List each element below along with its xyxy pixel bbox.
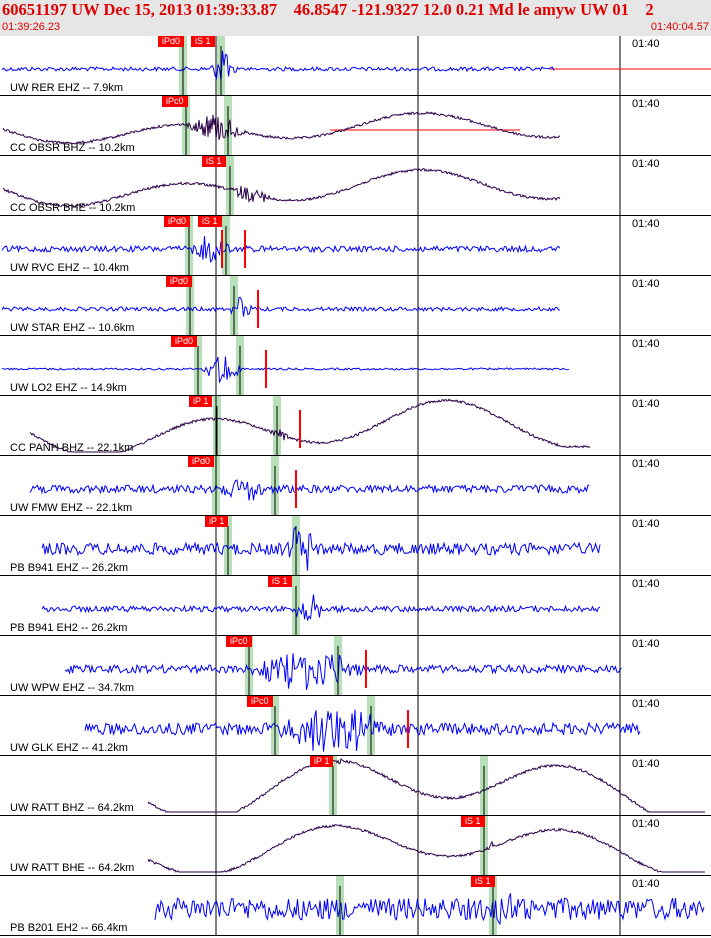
minute-tick-label: 01:40 [632,218,660,230]
waveform-plot[interactable] [0,576,711,636]
phase-pick-label[interactable]: iS 1 [461,816,485,827]
station-channel-label: UW GLK EHZ -- 41.2km [10,742,128,754]
trace-panel[interactable]: iS 1 01:40 PB B941 EH2 -- 26.2km [0,576,711,636]
seismogram-trace [1,356,570,384]
phase-pick-label[interactable]: iS 1 [202,156,226,167]
end-time: 01:40:04.57 [650,21,709,33]
event-title: 60651197 UW Dec 15, 2013 01:39:33.87 46.… [2,0,654,19]
phase-pick-label[interactable]: iP 1 [310,756,334,767]
station-channel-label: CC OBSR BHZ -- 10.2km [10,142,135,154]
seismogram-trace [1,50,555,82]
seismogram-trace [2,167,561,208]
seismogram-trace [154,893,705,926]
station-channel-label: UW LO2 EHZ -- 14.9km [10,382,127,394]
station-channel-label: PB B201 EH2 -- 66.4km [10,922,128,934]
waveform-plot[interactable] [0,96,711,156]
station-channel-label: UW WPW EHZ -- 34.7km [10,682,135,694]
station-channel-label: UW RVC EHZ -- 10.4km [10,262,129,274]
station-channel-label: CC PANH BHZ -- 22.1km [10,442,134,454]
minute-tick-label: 01:40 [632,98,660,110]
phase-pick-label[interactable]: iPd0 [158,36,185,47]
waveform-plot[interactable] [0,816,711,876]
waveform-plot[interactable] [0,276,711,336]
station-channel-label: UW RER EHZ -- 7.9km [10,82,124,94]
trace-panel[interactable]: iPd0 01:40 UW LO2 EHZ -- 14.9km [0,336,711,396]
phase-pick-label[interactable]: iPc0 [226,636,252,647]
waveform-plot[interactable] [0,456,711,516]
minute-tick-label: 01:40 [632,518,660,530]
waveform-plot[interactable] [0,336,711,396]
phase-pick-label[interactable]: iPc0 [162,96,188,107]
trace-panel[interactable]: iPd0 01:40 UW STAR EHZ -- 10.6km [0,276,711,336]
seismogram-trace [64,653,622,690]
seismogram-trace [41,526,601,571]
seismogram-trace [41,594,601,621]
seismogram-trace [147,824,705,873]
minute-tick-label: 01:40 [632,638,660,650]
station-channel-label: PB B941 EHZ -- 26.2km [10,562,128,574]
trace-panel[interactable]: iS 1 01:40 PB B201 EH2 -- 66.4km [0,876,711,936]
waveform-plot[interactable] [0,396,711,456]
minute-tick-label: 01:40 [632,878,660,890]
waveform-plot[interactable] [0,876,711,936]
waveform-plot[interactable] [0,636,711,696]
waveform-plot[interactable] [0,696,711,756]
phase-pick-label[interactable]: iPd0 [166,276,193,287]
waveform-plot[interactable] [0,756,711,816]
trace-panel[interactable]: iS 1 01:40 CC OBSR BHE -- 10.2km [0,156,711,216]
minute-tick-label: 01:40 [632,818,660,830]
phase-pick-label[interactable]: iP 1 [205,516,229,527]
trace-panel[interactable]: iPc0 01:40 CC OBSR BHZ -- 10.2km [0,96,711,156]
minute-tick-label: 01:40 [632,38,660,50]
trace-panel[interactable]: iPc0 01:40 UW GLK EHZ -- 41.2km [0,696,711,756]
phase-pick-label[interactable]: iS 1 [268,576,292,587]
waveform-plot[interactable] [0,156,711,216]
seismogram-trace [1,235,561,263]
seismogram-trace [84,709,641,752]
phase-pick-label[interactable]: iP 1 [189,396,213,407]
minute-tick-label: 01:40 [632,398,660,410]
minute-tick-label: 01:40 [632,758,660,770]
seismogram-trace [147,757,705,813]
minute-tick-label: 01:40 [632,578,660,590]
minute-tick-label: 01:40 [632,458,660,470]
trace-panel[interactable]: iPd0 01:40 UW FMW EHZ -- 22.1km [0,456,711,516]
station-channel-label: UW STAR EHZ -- 10.6km [10,322,135,334]
station-channel-label: UW RATT BHZ -- 64.2km [10,802,134,814]
seismogram-trace [29,479,590,501]
phase-pick-label[interactable]: iPd0 [188,456,215,467]
trace-panel[interactable]: iS 1 01:40 UW RATT BHE -- 64.2km [0,816,711,876]
minute-tick-label: 01:40 [632,158,660,170]
minute-tick-label: 01:40 [632,698,660,710]
waveform-plot[interactable] [0,516,711,576]
phase-pick-label[interactable]: iPd0 [164,216,191,227]
trace-panel[interactable]: iP 1 01:40 UW RATT BHZ -- 64.2km [0,756,711,816]
start-time: 01:39:26.23 [2,21,61,33]
waveform-plot[interactable] [0,216,711,276]
seismogram-trace [1,296,560,317]
phase-pick-label[interactable]: iPd0 [171,336,198,347]
phase-pick-label[interactable]: iS 1 [471,876,495,887]
phase-pick-label[interactable]: iS 1 [191,36,215,47]
waveform-plot[interactable] [0,36,711,96]
trace-panel[interactable]: iPd0 iS 1 01:40 UW RER EHZ -- 7.9km [0,36,711,96]
trace-panels[interactable]: iPd0 iS 1 01:40 UW RER EHZ -- 7.9km iPc0 01:4… [0,36,711,938]
station-channel-label: UW FMW EHZ -- 22.1km [10,502,133,514]
station-channel-label: CC OBSR BHE -- 10.2km [10,202,136,214]
phase-pick-label[interactable]: iS 1 [198,216,222,227]
seismogram-trace [29,398,591,453]
minute-tick-label: 01:40 [632,338,660,350]
station-channel-label: PB B941 EH2 -- 26.2km [10,622,128,634]
phase-pick-label[interactable]: iPc0 [247,696,273,707]
trace-panel[interactable]: iP 1 01:40 CC PANH BHZ -- 22.1km [0,396,711,456]
minute-tick-label: 01:40 [632,278,660,290]
trace-panel[interactable]: iPd0 iS 1 01:40 UW RVC EHZ -- 10.4km [0,216,711,276]
seismogram-trace [2,111,561,145]
station-channel-label: UW RATT BHE -- 64.2km [10,862,135,874]
trace-panel[interactable]: iPc0 01:40 UW WPW EHZ -- 34.7km [0,636,711,696]
trace-panel[interactable]: iP 1 01:40 PB B941 EHZ -- 26.2km [0,516,711,576]
event-header: 60651197 UW Dec 15, 2013 01:39:33.87 46.… [0,0,711,37]
